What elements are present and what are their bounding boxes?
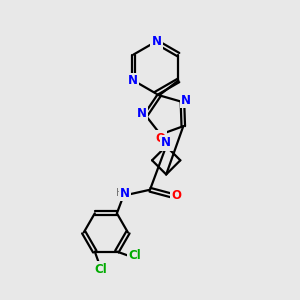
Text: N: N bbox=[120, 187, 130, 200]
Text: Cl: Cl bbox=[94, 263, 107, 276]
Text: O: O bbox=[155, 132, 166, 145]
Text: N: N bbox=[137, 107, 147, 120]
Text: Cl: Cl bbox=[129, 250, 142, 262]
Text: H: H bbox=[116, 188, 124, 198]
Text: O: O bbox=[172, 189, 182, 202]
Text: N: N bbox=[161, 136, 171, 149]
Text: N: N bbox=[152, 35, 162, 48]
Text: N: N bbox=[128, 74, 138, 87]
Text: N: N bbox=[181, 94, 191, 107]
